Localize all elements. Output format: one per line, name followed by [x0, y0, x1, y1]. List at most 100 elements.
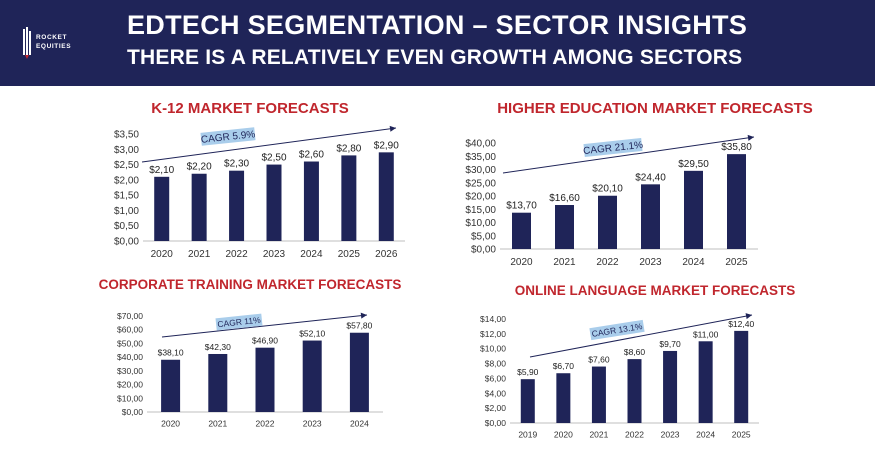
chart-title: ONLINE LANGUAGE MARKET FORECASTS	[514, 283, 796, 298]
bar	[266, 164, 282, 241]
x-tick-label: 2020	[510, 257, 533, 268]
data-label: $2,90	[374, 140, 399, 151]
y-tick-label: $20,00	[117, 380, 143, 390]
x-tick-label: 2024	[300, 249, 323, 260]
chart-online-language-svg: $0,00 $2,00 $4,00 $6,00 $8,00 $10,00 $12,00 $14…	[480, 313, 759, 440]
cagr-badge-bg	[215, 313, 263, 331]
data-label: $13,70	[506, 201, 537, 212]
logo-line-1: ROCKET	[36, 34, 68, 41]
y-tick-label: $60,00	[117, 325, 143, 335]
cagr-arrow	[529, 314, 753, 358]
chart-k12-svg: $0,00 $0,50 $1,00 $1,50 $2,00 $2,50 $3,00 $3,50…	[114, 125, 405, 260]
data-label: $46,90	[252, 336, 278, 346]
y-tick-label: $10,00	[480, 344, 506, 354]
y-tick-label: $0,00	[471, 245, 496, 256]
chart-k12: K-12 MARKET FORECASTS $0,00 $0,50 $1,00 $1,…	[85, 97, 415, 267]
bar	[698, 341, 713, 423]
logo-line-2: EQUITIES	[36, 43, 72, 50]
y-tick-label: $40,00	[117, 352, 143, 362]
x-tick-label: 2020	[161, 419, 180, 429]
bar	[598, 195, 617, 249]
data-label: $35,80	[721, 142, 752, 153]
bar	[341, 155, 357, 241]
y-tick-label: $40,00	[465, 139, 496, 150]
x-tick-label: 2023	[639, 257, 662, 268]
bar	[349, 332, 369, 412]
cagr-badge: CAGR 11%	[215, 313, 263, 331]
y-tick-label: $2,00	[485, 403, 507, 413]
arrowhead-icon	[747, 134, 754, 141]
y-tick-label: $1,50	[114, 191, 139, 202]
bar	[512, 212, 531, 249]
bar	[627, 359, 642, 423]
cagr-label: CAGR 5.9%	[200, 129, 255, 146]
y-tick-label: $0,00	[485, 418, 507, 428]
chart-title: K-12 MARKET FORECASTS	[151, 100, 349, 117]
bar	[641, 184, 660, 249]
x-tick-label: 2025	[732, 430, 751, 440]
data-label: $20,10	[592, 184, 623, 195]
page-subtitle: THERE IS A RELATIVELY EVEN GROWTH AMONG …	[127, 46, 743, 69]
y-tick-label: $35,00	[465, 152, 496, 163]
x-tick-label: 2021	[188, 249, 211, 260]
y-tick-label: $1,00	[114, 206, 139, 217]
y-tick-label: $25,00	[465, 178, 496, 189]
cagr-label: CAGR 13.1%	[591, 321, 643, 339]
y-tick-label: $0,00	[122, 407, 144, 417]
chart-higher-education-svg: $0,00 $5,00 $10,00 $15,00 $20,00 $25,00 $30,00…	[465, 134, 758, 268]
data-label: $12,40	[728, 319, 754, 329]
y-tick-label: $0,50	[114, 221, 139, 232]
y-tick-label: $8,00	[485, 359, 507, 369]
x-tick-label: 2023	[263, 249, 286, 260]
y-tick-label: $30,00	[117, 366, 143, 376]
logo-text: ROCKET EQUITIES	[36, 33, 71, 51]
chart-online-language: ONLINE LANGUAGE MARKET FORECASTS $0,00 $2…	[450, 280, 860, 448]
data-label: $6,70	[553, 361, 575, 371]
x-tick-label: 2019	[518, 430, 537, 440]
x-tick-label: 2020	[151, 249, 174, 260]
data-label: $2,50	[261, 153, 286, 164]
bar	[208, 353, 228, 412]
data-label: $38,10	[158, 348, 184, 358]
bar	[161, 359, 181, 412]
page-title: EDTECH SEGMENTATION – SECTOR INSIGHTS	[127, 10, 748, 40]
x-tick-label: 2022	[256, 419, 275, 429]
bar	[302, 340, 322, 412]
x-tick-label: 2023	[661, 430, 680, 440]
data-label: $16,60	[549, 193, 580, 204]
x-tick-label: 2023	[303, 419, 322, 429]
x-tick-label: 2026	[375, 249, 398, 260]
x-tick-label: 2025	[338, 249, 361, 260]
x-tick-label: 2025	[725, 257, 748, 268]
y-tick-label: $10,00	[117, 393, 143, 403]
bar	[229, 170, 245, 241]
y-tick-label: $4,00	[485, 388, 507, 398]
bar	[303, 161, 319, 241]
x-tick-label: 2021	[589, 430, 608, 440]
data-label: $42,30	[205, 342, 231, 352]
x-tick-label: 2022	[225, 249, 248, 260]
bar	[154, 176, 170, 241]
cagr-badge-bg	[589, 319, 645, 341]
y-tick-label: $3,50	[114, 130, 139, 141]
header-banner: ROCKET EQUITIES EDTECH SEGMENTATION – SE…	[0, 0, 875, 86]
rocket-equities-logo: ROCKET EQUITIES	[22, 27, 82, 61]
bar	[684, 170, 703, 249]
chart-corporate-training-svg: $0,00 $10,00 $20,00 $30,00 $40,00 $50,00 $60,0…	[117, 311, 383, 429]
chart-title: CORPORATE TRAINING MARKET FORECASTS	[98, 277, 402, 292]
chart-higher-education: HIGHER EDUCATION MARKET FORECASTS $0,00 $…	[450, 97, 860, 272]
y-tick-label: $70,00	[117, 311, 143, 321]
data-label: $2,10	[149, 165, 174, 176]
bar	[378, 152, 394, 241]
bar	[555, 205, 574, 249]
data-label: $9,70	[659, 339, 681, 349]
x-tick-label: 2024	[682, 257, 705, 268]
cagr-label: CAGR 11%	[217, 315, 262, 330]
chart-corporate-training: CORPORATE TRAINING MARKET FORECASTS $0,0…	[85, 275, 415, 440]
bar	[663, 350, 678, 423]
data-label: $52,10	[299, 329, 325, 339]
y-tick-label: $14,00	[480, 314, 506, 324]
y-tick-label: $2,50	[114, 160, 139, 171]
x-tick-label: 2021	[553, 257, 576, 268]
data-label: $29,50	[678, 159, 709, 170]
